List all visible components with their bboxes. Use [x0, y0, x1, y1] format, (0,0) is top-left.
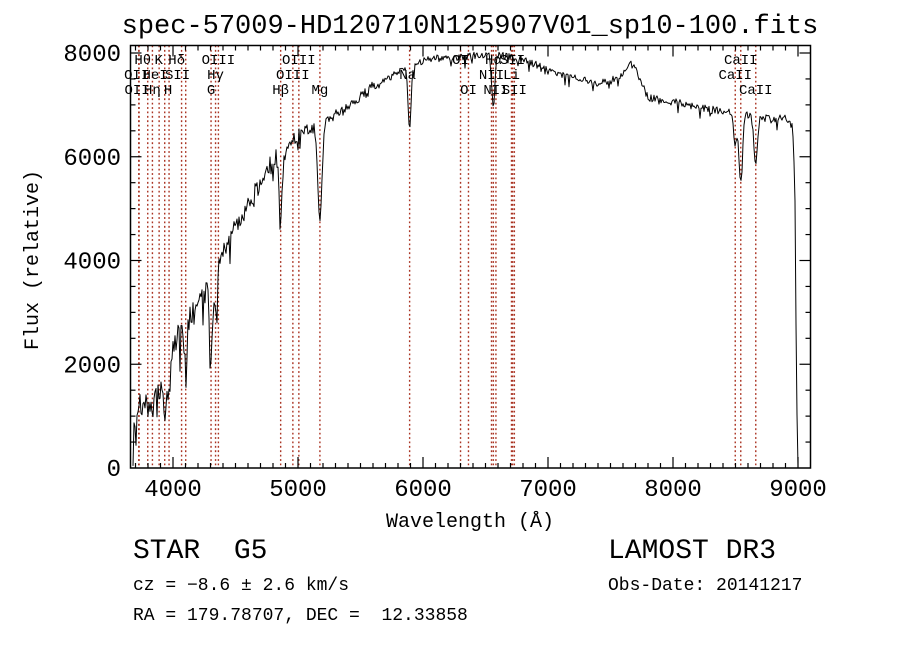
spectral-line-label: CaII [739, 83, 773, 99]
x-tick-label: 9000 [769, 477, 827, 504]
axis-ticks [130, 45, 811, 468]
y-tick-label: 0 [107, 457, 121, 484]
spectrum-curve [132, 51, 799, 466]
spectral-line-markers [138, 45, 757, 468]
spectral-line-label: G [207, 83, 215, 99]
spectral-line-label: SII [502, 83, 527, 99]
y-tick-label: 6000 [63, 146, 121, 173]
spectral-line-label: K [155, 53, 164, 69]
x-tick-label: 5000 [269, 477, 327, 504]
plot-title: spec-57009-HD120710N125907V01_sp10-100.f… [122, 12, 819, 42]
x-tick-label: 6000 [394, 477, 452, 504]
spectral-line-label: OIII [282, 53, 316, 69]
x-axis-label: Wavelength (Å) [386, 511, 554, 534]
object-class-text: STAR G5 [133, 536, 267, 567]
spectral-line-label: Hδ [168, 53, 185, 69]
spectral-line-label: SII [500, 53, 525, 69]
survey-release-text: LAMOST DR3 [608, 536, 776, 567]
spectral-line-label: Hβ [272, 83, 289, 99]
y-tick-label: 2000 [63, 353, 121, 380]
axis-tick-labels: 4000 5000 6000 7000 8000 9000 0 2000 4000 6000 800… [63, 42, 826, 504]
spectral-line-label: Hη [144, 83, 161, 99]
spectrum-path [132, 51, 799, 466]
x-tick-label: 4000 [144, 477, 202, 504]
ra-dec-text: RA = 179.78707, DEC = 12.33858 [133, 606, 468, 626]
y-axis-label: Flux (relative) [22, 170, 45, 350]
spectral-line-label: SII [165, 68, 190, 84]
spectral-line-label: CaII [724, 53, 758, 69]
y-tick-label: 4000 [63, 250, 121, 277]
spectral-line-label: Hγ [207, 68, 224, 84]
obs-date-text: Obs-Date: 20141217 [608, 576, 802, 596]
spectral-line-labels: OIIOIIHθHηHeIKHSIIHδGHγOIIIHβOIIIOIIIMgN… [124, 53, 772, 99]
x-tick-label: 8000 [644, 477, 702, 504]
spectral-line-label: Mg [312, 83, 329, 99]
spectral-line-label: H [164, 83, 172, 99]
spectral-line-label: HeI [143, 68, 168, 84]
plot-frame [129, 44, 812, 469]
spectral-line-label: OI [460, 83, 477, 99]
spectral-line-label: NII [483, 83, 508, 99]
x-tick-label: 7000 [519, 477, 577, 504]
radial-velocity-text: cz = −8.6 ± 2.6 km/s [133, 576, 349, 596]
spectral-line-label: CaII [718, 68, 752, 84]
spectral-line-label: Li [503, 68, 520, 84]
y-tick-label: 8000 [63, 42, 121, 69]
spectral-line-label: OIII [276, 68, 310, 84]
spectral-line-label: OIII [202, 53, 236, 69]
spectral-line-label: Hθ [134, 53, 151, 69]
frame-rect [129, 44, 812, 469]
